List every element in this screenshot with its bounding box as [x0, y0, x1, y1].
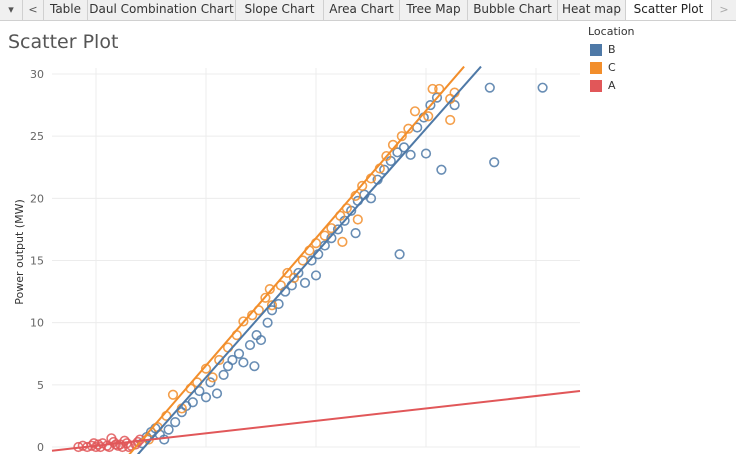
- data-point-b: [299, 277, 311, 288]
- data-point-b: [489, 157, 500, 168]
- y-tick-label: 5: [37, 379, 44, 392]
- data-point-b: [211, 388, 223, 399]
- tab-next-button[interactable]: >: [712, 0, 736, 20]
- data-point-b: [266, 305, 278, 316]
- data-point-b: [227, 354, 238, 366]
- data-point-b: [249, 361, 260, 372]
- y-tick-label: 30: [30, 68, 44, 81]
- tab-table[interactable]: Table: [44, 0, 88, 20]
- data-point-c: [381, 150, 392, 162]
- y-tick-label: 10: [30, 317, 44, 330]
- legend-swatch-b: [590, 44, 602, 56]
- tab-tree-map[interactable]: Tree Map: [400, 0, 468, 20]
- data-point-b: [218, 369, 229, 380]
- y-tick-label: 15: [30, 255, 44, 268]
- chevron-left-icon: <: [28, 3, 38, 16]
- chevron-right-icon: >: [719, 3, 729, 16]
- data-point-b: [205, 377, 216, 388]
- data-point-b: [244, 339, 256, 351]
- data-point-b: [436, 164, 447, 175]
- data-point-c: [445, 114, 456, 126]
- data-point-b: [310, 270, 322, 281]
- data-point-b: [262, 317, 273, 328]
- data-point-b: [326, 233, 337, 244]
- data-point-b: [319, 240, 330, 251]
- data-point-b: [449, 99, 460, 111]
- legend-swatch-c: [590, 62, 602, 74]
- data-point-c: [264, 283, 275, 295]
- data-point-b: [484, 82, 495, 93]
- data-point-c: [427, 83, 438, 95]
- data-point-b: [200, 392, 212, 403]
- data-point-b: [222, 361, 234, 372]
- data-point-c: [260, 292, 271, 303]
- data-point-b: [425, 99, 436, 111]
- data-point-c: [423, 111, 434, 122]
- data-point-c: [297, 255, 308, 266]
- data-point-b: [233, 348, 245, 359]
- sheet-tab-bar: ▾ < Table Daul Combination Chart Slope C…: [0, 0, 736, 21]
- data-point-b: [394, 249, 405, 260]
- legend-title: Location: [588, 25, 635, 38]
- data-point-c: [337, 236, 348, 247]
- point-layer: [73, 82, 548, 453]
- data-point-c: [396, 131, 407, 142]
- page-title: Scatter Plot: [8, 31, 119, 53]
- data-point-c: [266, 300, 278, 311]
- legend-label-b: B: [608, 43, 616, 56]
- trend-layer: [51, 65, 581, 454]
- data-point-b: [332, 224, 344, 235]
- data-point-a: [88, 438, 99, 449]
- legend-swatch-a: [590, 80, 602, 92]
- tab-dropdown-button[interactable]: ▾: [0, 0, 22, 20]
- tab-bubble-chart[interactable]: Bubble Chart: [468, 0, 558, 20]
- legend-label-a: A: [608, 79, 616, 92]
- data-point-c: [403, 123, 414, 134]
- data-point-c: [409, 106, 421, 117]
- data-point-b: [537, 82, 548, 93]
- data-point-b: [273, 298, 284, 310]
- tab-heat-map[interactable]: Heat map: [558, 0, 626, 20]
- data-point-b: [163, 424, 174, 435]
- data-point-b: [255, 334, 267, 346]
- tab-area-chart[interactable]: Area Chart: [324, 0, 400, 20]
- data-point-c: [282, 267, 293, 279]
- data-point-b: [405, 149, 416, 160]
- data-point-a: [106, 433, 117, 444]
- chevron-down-icon: ▾: [8, 3, 14, 16]
- data-point-c: [357, 180, 368, 191]
- data-point-c: [288, 272, 300, 284]
- data-point-c: [167, 389, 179, 400]
- data-point-b: [420, 148, 432, 159]
- trend-line-b: [137, 65, 482, 454]
- tab-daul-combination-chart[interactable]: Daul Combination Chart: [88, 0, 236, 20]
- tab-slope-chart[interactable]: Slope Chart: [236, 0, 324, 20]
- tab-prev-button[interactable]: <: [22, 0, 44, 20]
- data-point-c: [319, 230, 330, 241]
- y-tick-label: 0: [37, 441, 44, 454]
- y-tick-layer: 0 5 10 15 20 25 30: [30, 68, 44, 454]
- data-point-b: [187, 397, 198, 408]
- tab-scatter-plot[interactable]: Scatter Plot: [626, 0, 712, 20]
- trend-line-a: [51, 390, 581, 452]
- legend-label-c: C: [608, 61, 616, 74]
- data-point-c: [352, 214, 363, 225]
- data-point-b: [238, 357, 249, 368]
- data-point-c: [214, 354, 225, 366]
- data-point-b: [365, 193, 377, 204]
- y-tick-label: 25: [30, 130, 44, 143]
- data-point-b: [350, 228, 361, 239]
- data-point-c: [207, 372, 218, 383]
- data-point-b: [392, 147, 403, 158]
- y-tick-label: 20: [30, 192, 44, 205]
- data-point-c: [326, 223, 337, 234]
- y-axis-label: Power output (MW): [13, 199, 26, 304]
- trend-line-c: [128, 65, 465, 454]
- data-point-c: [238, 316, 249, 327]
- data-point-b: [170, 417, 181, 428]
